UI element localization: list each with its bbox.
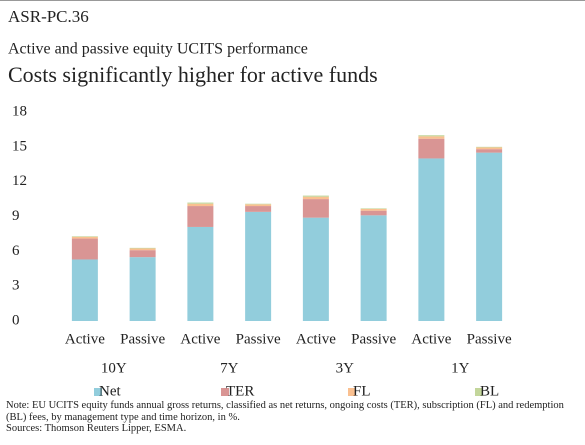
x-tick-label: Active xyxy=(411,331,451,347)
bar-segment xyxy=(418,135,445,137)
bar-segment xyxy=(476,146,503,148)
chart-subtitle: Active and passive equity UCITS performa… xyxy=(8,41,308,58)
bar-segment xyxy=(71,238,98,260)
x-tick-label: Active xyxy=(65,331,105,347)
group-label: 7Y xyxy=(220,360,239,376)
bar-segment xyxy=(71,236,98,237)
bar-segment xyxy=(476,147,503,150)
legend-label: TER xyxy=(226,383,254,399)
bar-segment xyxy=(302,195,329,197)
bar-segment xyxy=(302,217,329,321)
bar-segment xyxy=(129,247,156,249)
y-tick-label: 18 xyxy=(12,103,27,119)
note: Note: EU UCITS equity funds annual gross… xyxy=(6,400,564,423)
y-tick-label: 15 xyxy=(12,138,27,154)
bar-segment xyxy=(187,202,214,204)
legend-swatch xyxy=(475,388,483,396)
x-tick-label: Active xyxy=(180,331,220,347)
y-tick-label: 0 xyxy=(12,312,20,328)
legend-swatch xyxy=(221,388,229,396)
bar-segment xyxy=(187,203,214,207)
bar-segment xyxy=(302,199,329,218)
bar-segment xyxy=(71,236,98,239)
bar-segment xyxy=(418,138,445,159)
bar-segment xyxy=(245,211,272,321)
bar-segment xyxy=(187,226,214,321)
legend-label: BL xyxy=(480,383,499,399)
bar-segment xyxy=(418,136,445,139)
y-tick-label: 12 xyxy=(12,173,27,189)
x-tick-label: Passive xyxy=(351,331,396,347)
x-tick-label: Passive xyxy=(236,331,281,347)
bar-segment xyxy=(245,203,272,205)
legend-label: Net xyxy=(99,383,121,399)
legend-swatch xyxy=(94,388,102,396)
bar-segment xyxy=(360,208,387,209)
header: ASR-PC.36 xyxy=(8,7,89,26)
x-tick-label: Passive xyxy=(120,331,165,347)
bar-segment xyxy=(245,204,272,207)
legend-label: FL xyxy=(353,383,371,399)
bar-segment xyxy=(476,152,503,321)
bar-segment xyxy=(71,259,98,321)
group-label: 10Y xyxy=(101,360,127,376)
y-tick-label: 9 xyxy=(12,208,20,224)
bar-segment xyxy=(476,149,503,153)
chart: ASR-PC.36 Active and passive equity UCIT… xyxy=(0,0,585,399)
footnote: Note: EU UCITS equity funds annual gross… xyxy=(6,400,581,435)
group-label: 3Y xyxy=(336,360,355,376)
x-tick-label: Passive xyxy=(467,331,512,347)
legend-swatch xyxy=(348,388,356,396)
y-tick-label: 3 xyxy=(12,278,20,294)
bar-segment xyxy=(360,215,387,321)
x-tick-label: Active xyxy=(296,331,336,347)
bar-segment xyxy=(129,250,156,258)
bar-segment xyxy=(245,206,272,212)
y-tick-label: 6 xyxy=(12,243,20,259)
bar-segment xyxy=(187,206,214,227)
bar-segment xyxy=(302,196,329,200)
bar-segment xyxy=(129,248,156,251)
chart-title: Costs significantly higher for active fu… xyxy=(8,62,378,87)
bar-segment xyxy=(360,210,387,216)
bar-segment xyxy=(129,257,156,321)
bar-segment xyxy=(360,208,387,211)
group-label: 1Y xyxy=(451,360,470,376)
bar-segment xyxy=(418,158,445,321)
sources: Sources: Thomson Reuters Lipper, ESMA. xyxy=(6,423,187,434)
